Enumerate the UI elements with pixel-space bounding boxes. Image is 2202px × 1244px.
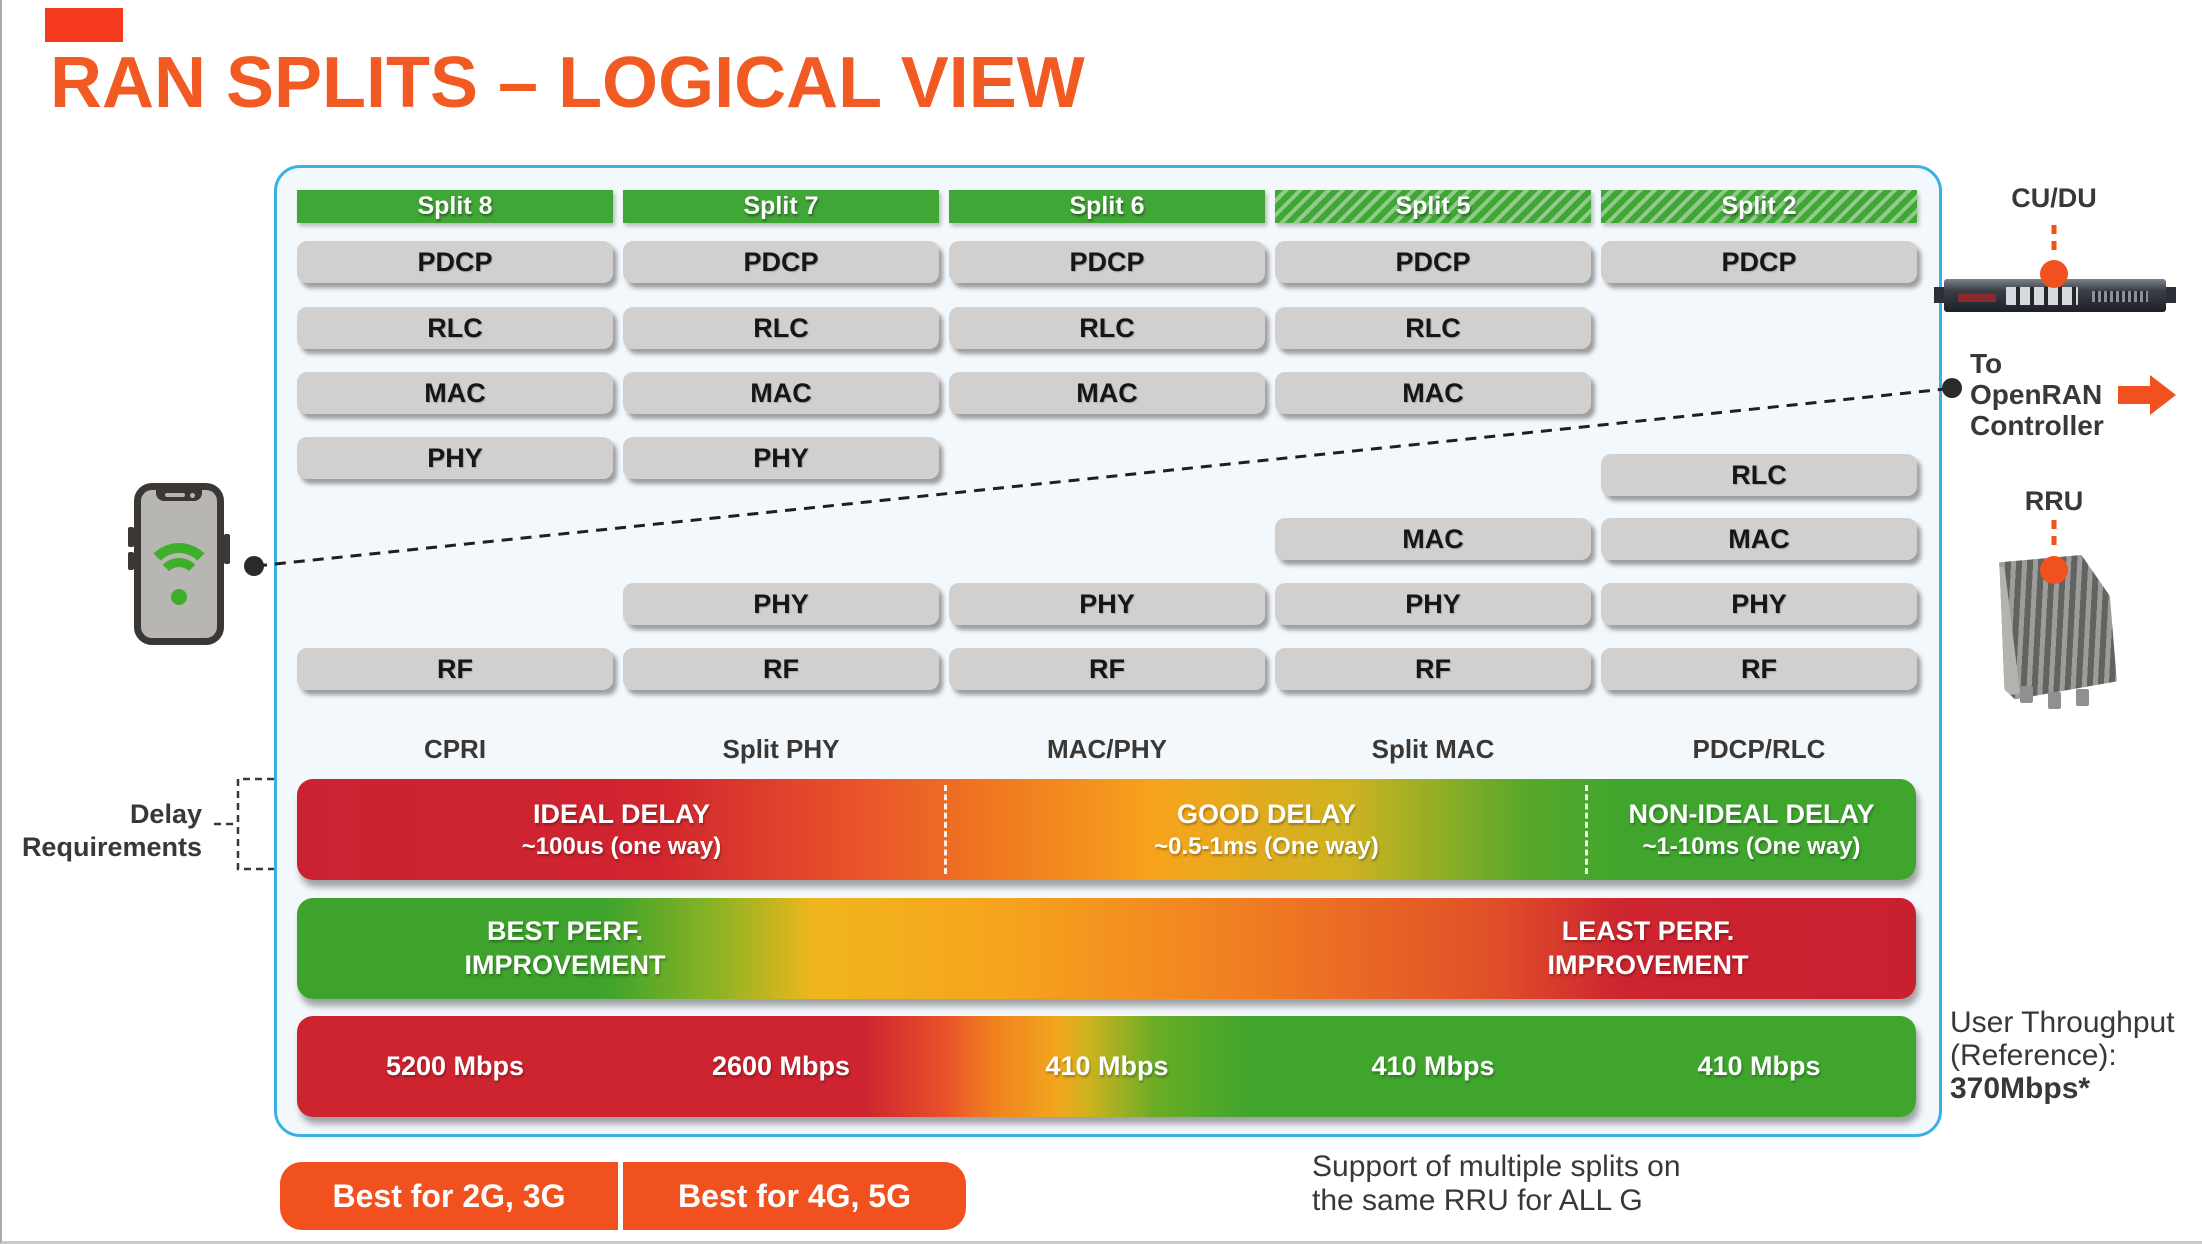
- wifi-icon: [156, 558, 202, 604]
- throughput-split-6: 410 Mbps: [1045, 1051, 1169, 1081]
- layer-box-rlc: RLC: [297, 307, 613, 349]
- rru-connector: [2076, 689, 2089, 706]
- best-for-4g-5g-button[interactable]: Best for 4G, 5G: [623, 1162, 966, 1230]
- ue-endpoint-dot: [244, 556, 264, 576]
- rru-image: [1989, 549, 2121, 700]
- layer-box-phy-lower: PHY: [1601, 583, 1917, 625]
- performance-improvement-bar: BEST PERF. IMPROVEMENT LEAST PERF. IMPRO…: [297, 898, 1916, 999]
- layer-box-mac: MAC: [949, 372, 1265, 414]
- layer-box-pdcp: PDCP: [1275, 241, 1591, 283]
- page-title: RAN SPLITS – LOGICAL VIEW: [50, 43, 1085, 123]
- least-perf-label: LEAST PERF. IMPROVEMENT: [1547, 916, 1749, 980]
- bracket-path: [236, 777, 274, 871]
- split-6-interface-label: MAC/PHY: [1047, 733, 1167, 764]
- split-2-interface-label: PDCP/RLC: [1692, 733, 1826, 764]
- layer-box-phy-lower: PHY: [949, 583, 1265, 625]
- layer-box-phy: PHY: [297, 437, 613, 479]
- delay-section-good: GOOD DELAY ~0.5-1ms (One way): [1154, 798, 1379, 860]
- throughput-split-2: 410 Mbps: [1697, 1051, 1821, 1081]
- layer-box-mac-upper: MAC: [1275, 372, 1591, 414]
- phone-button: [128, 552, 134, 570]
- split-7-header: Split 7: [623, 190, 939, 223]
- throughput-split-8: 5200 Mbps: [385, 1051, 525, 1081]
- server-detail: [1958, 294, 1996, 302]
- split-7-interface-label: Split PHY: [722, 733, 840, 764]
- delay-section-non-ideal: NON-IDEAL DELAY ~1-10ms (One way): [1628, 798, 1875, 860]
- user-throughput-label: User Throughput (Reference): 370Mbps*: [1950, 1006, 2175, 1105]
- layer-box-rlc-lower: RLC: [1601, 454, 1917, 496]
- throughput-split-5: 410 Mbps: [1371, 1051, 1495, 1081]
- wifi-icon: [171, 589, 187, 605]
- layer-box-phy-lower: PHY: [1275, 583, 1591, 625]
- to-openran-controller-label: To OpenRAN Controller: [1970, 348, 2104, 441]
- multiple-splits-note: Support of multiple splits on the same R…: [1312, 1150, 1681, 1217]
- layer-box-rf: RF: [1275, 648, 1591, 690]
- phone-button: [224, 534, 230, 564]
- delay-requirements-label: Delay Requirements: [21, 799, 202, 862]
- phone-button: [128, 527, 134, 547]
- best-for-2g-3g-button[interactable]: Best for 2G, 3G: [280, 1162, 618, 1230]
- delay-separator-2: [1585, 785, 1588, 874]
- layer-box-phy-lower: PHY: [623, 583, 939, 625]
- rru-connector: [2048, 692, 2061, 709]
- split-2-header: Split 2: [1601, 190, 1917, 223]
- layer-box-pdcp: PDCP: [1601, 241, 1917, 283]
- phone-notch: [156, 489, 202, 501]
- layer-box-rf: RF: [297, 648, 613, 690]
- throughput-split-7: 2600 Mbps: [711, 1051, 851, 1081]
- layer-box-phy-upper: PHY: [623, 437, 939, 479]
- layer-box-rf: RF: [949, 648, 1265, 690]
- phone-speaker: [165, 493, 185, 497]
- layer-box-pdcp: PDCP: [623, 241, 939, 283]
- layer-box-pdcp: PDCP: [297, 241, 613, 283]
- cudu-server-image: [1934, 279, 2176, 312]
- layer-box-mac: MAC: [623, 372, 939, 414]
- layer-box-mac-lower: MAC: [1275, 518, 1591, 560]
- delay-section-ideal: IDEAL DELAY ~100us (one way): [521, 798, 722, 860]
- phone-icon: [128, 483, 230, 645]
- rru-label: RRU: [2024, 486, 2084, 516]
- layer-box-rlc: RLC: [949, 307, 1265, 349]
- cudu-label: CU/DU: [2011, 183, 2097, 213]
- wifi-icon: [143, 543, 215, 615]
- throughput-bar: 5200 Mbps 2600 Mbps 410 Mbps 410 Mbps 41…: [297, 1016, 1916, 1117]
- phone-camera: [190, 493, 195, 498]
- split-5-header: Split 5: [1275, 190, 1591, 223]
- controller-endpoint-dot: [1942, 378, 1962, 398]
- layer-box-rlc: RLC: [1275, 307, 1591, 349]
- best-perf-label: BEST PERF. IMPROVEMENT: [464, 916, 666, 980]
- server-ports: [2006, 287, 2078, 305]
- server-vent: [2092, 291, 2148, 302]
- layer-box-pdcp: PDCP: [949, 241, 1265, 283]
- layer-box-rf: RF: [623, 648, 939, 690]
- split-6-header: Split 6: [949, 190, 1265, 223]
- layer-box-rlc: RLC: [623, 307, 939, 349]
- split-8-interface-label: CPRI: [423, 733, 487, 764]
- layer-box-mac: MAC: [297, 372, 613, 414]
- ran-splits-panel: Split 8 PDCP RLC MAC PHY RF CPRI Split 7…: [274, 165, 1942, 1137]
- red-annotation-marker: [45, 8, 123, 42]
- split-8-header: Split 8: [297, 190, 613, 223]
- delay-separator-1: [944, 785, 947, 874]
- rru-rail: [1990, 567, 2020, 696]
- delay-requirements-bracket: [214, 777, 274, 871]
- rru-connector: [2020, 686, 2033, 703]
- delay-requirements-bar: IDEAL DELAY ~100us (one way) GOOD DELAY …: [297, 779, 1916, 880]
- right-arrow-icon: [2118, 375, 2176, 415]
- split-5-interface-label: Split MAC: [1371, 733, 1495, 764]
- layer-box-mac-lower: MAC: [1601, 518, 1917, 560]
- layer-box-rf: RF: [1601, 648, 1917, 690]
